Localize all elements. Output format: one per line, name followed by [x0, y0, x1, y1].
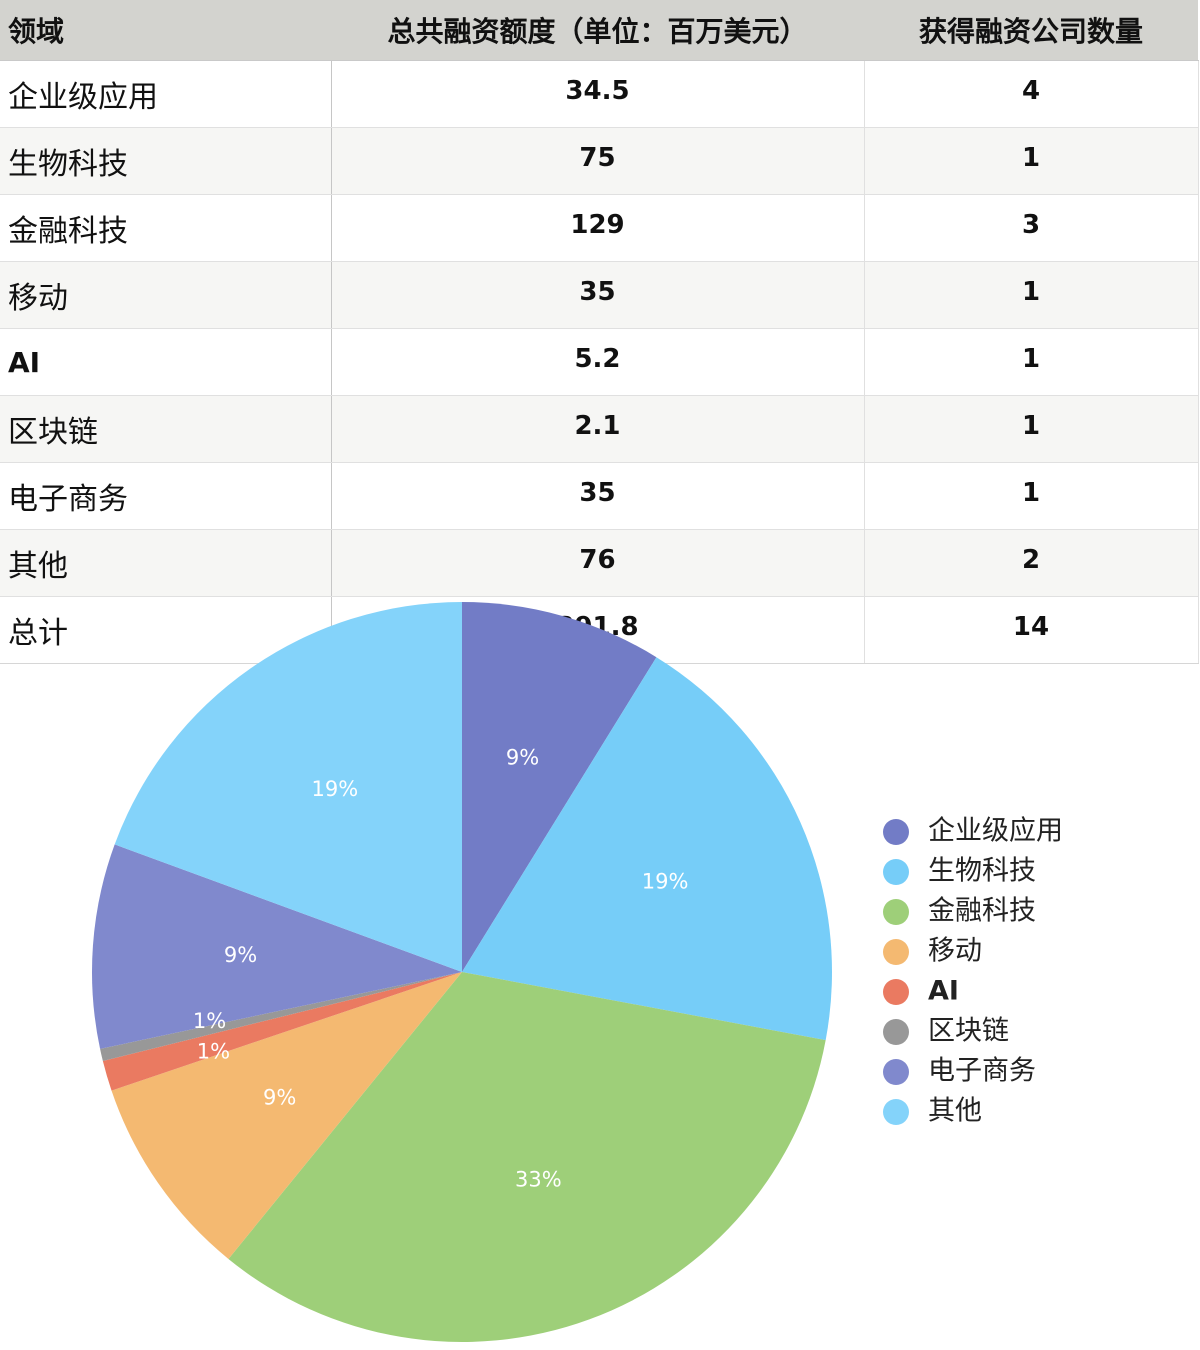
row-total-funding: 34.5	[331, 60, 865, 128]
row-total-funding: 76	[331, 529, 865, 597]
pie-slice-电子商务	[91, 844, 462, 1049]
legend-label-移动: 移动	[928, 936, 982, 967]
row-field: 移动	[0, 261, 332, 329]
table-row: AI 5.2 1	[0, 328, 1199, 396]
pie-slice-移动	[111, 972, 462, 1259]
legend-swatch	[883, 819, 909, 845]
row-total-funding: 75	[331, 127, 865, 195]
row-total-funding: 2.1	[331, 395, 865, 463]
legend-swatch	[883, 939, 909, 965]
table-row: 企业级应用 34.5 4	[0, 60, 1199, 128]
header-field: 领域	[0, 0, 331, 61]
row-field: 企业级应用	[0, 60, 332, 128]
row-companies: 2	[864, 529, 1199, 597]
row-companies: 1	[864, 261, 1199, 329]
table-row: 电子商务 35 1	[0, 462, 1199, 530]
pie-slices	[91, 602, 832, 1342]
row-field: 电子商务	[0, 462, 332, 530]
legend-swatch	[883, 979, 909, 1005]
pie-slice-label: 9%	[224, 943, 257, 967]
pie-slice-label: 19%	[642, 869, 689, 893]
pie-slice-AI	[102, 972, 463, 1091]
pie-slice-生物科技	[462, 657, 832, 1041]
table-row: 其他 76 2	[0, 529, 1199, 597]
funding-table: 领域 总共融资额度（单位：百万美元） 获得融资公司数量 企业级应用 34.5 4…	[0, 0, 1199, 664]
pie-slice-label: 1%	[197, 1040, 230, 1064]
legend-label-金融科技: 金融科技	[928, 896, 1036, 927]
pie-slice-label: 9%	[506, 745, 539, 769]
legend-label-AI: AI	[928, 976, 959, 1007]
legend-label-企业级应用: 企业级应用	[928, 816, 1063, 847]
row-total-funding: 35	[331, 261, 865, 329]
row-field: 金融科技	[0, 194, 332, 262]
row-field: 生物科技	[0, 127, 332, 195]
header-total-funding: 总共融资额度（单位：百万美元）	[331, 0, 864, 61]
row-companies: 1	[864, 328, 1199, 396]
table-row: 金融科技 129 3	[0, 194, 1199, 262]
legend-label-其他: 其他	[928, 1096, 982, 1127]
legend-swatch	[883, 899, 909, 925]
legend-swatch	[883, 1099, 909, 1125]
row-companies: 1	[864, 462, 1199, 530]
pie-slice-label: 33%	[515, 1167, 562, 1191]
legend-swatch	[883, 859, 909, 885]
header-companies: 获得融资公司数量	[864, 0, 1198, 61]
table-row: 区块链 2.1 1	[0, 395, 1199, 463]
row-companies: 3	[864, 194, 1199, 262]
row-total-funding: 129	[331, 194, 865, 262]
pie-slice-label: 1%	[193, 1009, 226, 1033]
row-companies: 1	[864, 127, 1199, 195]
row-total-funding: 35	[331, 462, 865, 530]
legend-swatch	[883, 1059, 909, 1085]
pie-slice-其他	[114, 602, 462, 972]
legend-label-区块链: 区块链	[928, 1016, 1009, 1047]
table-row: 生物科技 75 1	[0, 127, 1199, 195]
pie-slice-label: 9%	[263, 1086, 296, 1110]
row-companies: 4	[864, 60, 1199, 128]
pie-slice-label: 19%	[312, 777, 359, 801]
legend-label-生物科技: 生物科技	[928, 856, 1036, 887]
pie-slice-区块链	[100, 972, 462, 1062]
row-total-funding: 5.2	[331, 328, 865, 396]
pie-slice-企业级应用	[462, 602, 657, 972]
table-row: 移动 35 1	[0, 261, 1199, 329]
legend-label-电子商务: 电子商务	[928, 1056, 1036, 1087]
table-header-row: 领域 总共融资额度（单位：百万美元） 获得融资公司数量	[0, 0, 1198, 61]
pie-labels: 9% 19% 33% 9% 1% 1% 9% 19%	[193, 745, 689, 1191]
row-field: AI	[0, 328, 332, 396]
row-field: 其他	[0, 529, 332, 597]
row-field: 区块链	[0, 395, 332, 463]
row-companies: 1	[864, 395, 1199, 463]
total-companies: 14	[864, 596, 1199, 664]
legend-swatch	[883, 1019, 909, 1045]
pie-slice-金融科技	[228, 972, 826, 1342]
